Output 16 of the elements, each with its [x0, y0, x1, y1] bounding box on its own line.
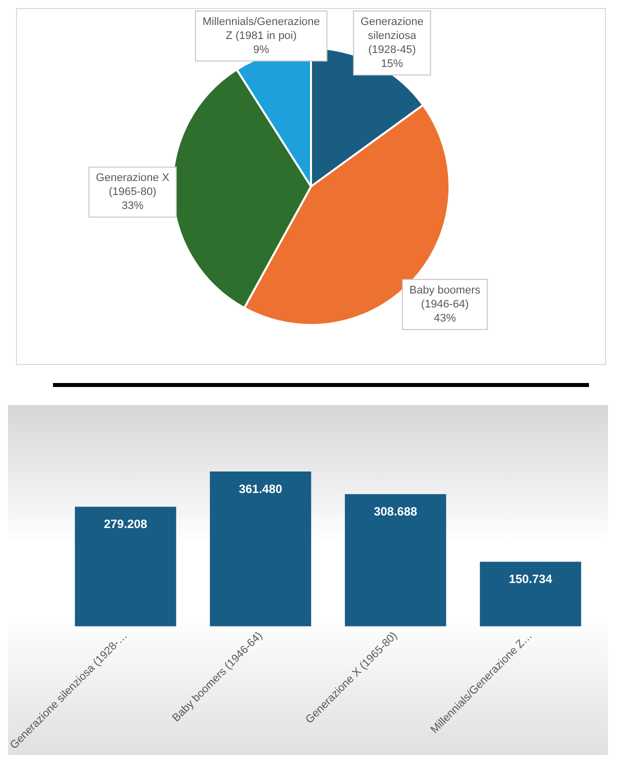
slice-label: Generazione silenziosa (1928-45): [360, 16, 424, 56]
data-label: 33%: [122, 200, 144, 212]
data-label: 308.688: [374, 504, 418, 518]
data-label: 43%: [434, 312, 456, 325]
data-label: 150.734: [508, 572, 553, 586]
data-label: 9%: [253, 44, 270, 56]
bar: [480, 562, 582, 626]
slice-label: Millennials/Generazione Z (1981 in poi): [202, 16, 320, 42]
slice-label: Baby boomers (1946-64): [409, 284, 481, 311]
slice-label: Generazione X (1965-80): [96, 172, 170, 198]
data-label: 15%: [381, 58, 404, 70]
bar: [344, 494, 446, 626]
data-label: 279.208: [104, 517, 148, 532]
data-label: 361.480: [238, 482, 283, 496]
bar: [74, 506, 176, 626]
bar: [210, 472, 312, 626]
